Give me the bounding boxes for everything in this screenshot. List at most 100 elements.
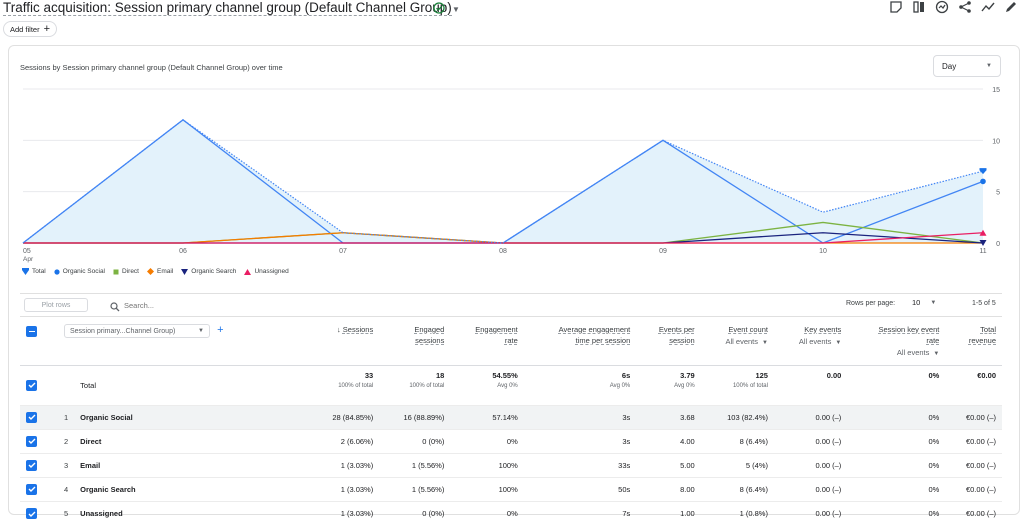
legend-item[interactable]: Unassigned	[244, 268, 289, 275]
table-row[interactable]: 1 Organic Social 28 (84.85%) 16 (88.89%) 57.…	[20, 405, 1002, 430]
chevron-down-icon: ▼	[198, 327, 204, 334]
share-icon[interactable]	[958, 0, 972, 14]
dimension-select[interactable]: Session primary...Channel Group) ▼	[64, 324, 210, 338]
row-checkbox[interactable]	[26, 411, 37, 423]
cell-avg: 50s	[523, 477, 637, 502]
granularity-select[interactable]: Day ▼	[933, 55, 1001, 77]
add-dimension-icon[interactable]: +	[217, 323, 224, 336]
cell-engrate: 57.14%	[450, 405, 524, 430]
y-tick-label: 5	[996, 190, 1000, 197]
search-icon	[110, 299, 120, 317]
table-row[interactable]: 5 Unassigned 1 (3.03%) 0 (0%) 0% 7s 1.00 1 (0.8…	[20, 501, 1002, 526]
row-checkbox[interactable]	[26, 508, 37, 519]
chevron-down-icon[interactable]: ▼	[452, 5, 460, 14]
total-area	[23, 119, 983, 243]
legend-item[interactable]: Total	[22, 268, 46, 275]
compare-icon[interactable]	[912, 0, 926, 14]
row-checkbox[interactable]	[26, 483, 37, 495]
insights-icon[interactable]	[935, 0, 949, 14]
col-events-per-session[interactable]: Events per session	[658, 325, 695, 345]
cell-sessions: 28 (84.85%)	[308, 405, 380, 430]
cell-skerate: 0%	[847, 453, 946, 478]
cell-epsess: 4.00	[636, 429, 701, 454]
plot-rows-button[interactable]: Plot rows	[24, 298, 88, 312]
cell-avg: 33s	[523, 453, 637, 478]
event-filter-select[interactable]: All events ▼	[725, 337, 768, 346]
cell-keyev: 0.00 (–)	[773, 453, 848, 478]
row-channel-name: Organic Search	[74, 477, 309, 502]
col-avg-time[interactable]: Average engagement time per session	[558, 325, 631, 345]
cell-avg: 7s	[523, 501, 637, 526]
rate-filter-select[interactable]: All events ▼	[896, 348, 940, 357]
total-label: Total	[74, 365, 309, 406]
total-events-per-session: 3.79	[680, 371, 695, 380]
col-sessions[interactable]: ↓ Sessions	[336, 325, 374, 334]
total-row: Total 33 100% of total 18 100% of total 54…	[20, 365, 1002, 406]
cell-keyev: 0.00 (–)	[773, 405, 848, 430]
select-all-checkbox[interactable]	[26, 325, 37, 337]
col-total-revenue[interactable]: Total revenue	[968, 325, 996, 345]
cell-epsess: 8.00	[636, 477, 701, 502]
legend-label: Email	[157, 268, 174, 275]
cell-engaged: 1 (5.56%)	[379, 453, 451, 478]
y-tick-label: 0	[996, 241, 1000, 248]
total-engaged: 18	[436, 371, 445, 380]
row-index: 4	[58, 477, 75, 502]
legend-marker-icon	[181, 268, 189, 275]
cell-engaged: 1 (5.56%)	[379, 477, 451, 502]
row-checkbox[interactable]	[26, 435, 37, 447]
legend-item[interactable]: Organic Search	[181, 268, 236, 275]
cell-engrate: 100%	[450, 453, 524, 478]
top-bar: Traffic acquisition: Session primary cha…	[0, 0, 1024, 18]
table-row[interactable]: 3 Email 1 (3.03%) 1 (5.56%) 100% 33s 5.00 5 (4%…	[20, 453, 1002, 478]
legend-label: Direct	[122, 268, 139, 275]
cell-avg: 3s	[523, 429, 637, 454]
cell-engrate: 0%	[450, 501, 524, 526]
edit-icon[interactable]	[1004, 0, 1018, 14]
key-event-filter-select[interactable]: All events ▼	[798, 337, 842, 346]
pagination-range: 1-5 of 5	[972, 300, 996, 307]
total-session-key-event-rate: 0%	[928, 371, 940, 380]
total-checkbox[interactable]	[26, 379, 37, 391]
total-event-count: 125	[755, 371, 768, 380]
row-checkbox-cell	[20, 453, 58, 478]
legend-label: Organic Social	[62, 268, 106, 275]
cell-sessions: 1 (3.03%)	[308, 453, 380, 478]
legend-item[interactable]: Direct	[113, 268, 139, 275]
col-event-count[interactable]: Event count All events ▼	[701, 319, 774, 366]
total-avg-time: 6s	[621, 371, 631, 380]
x-tick-label: 10	[819, 248, 827, 255]
note-icon[interactable]	[889, 0, 903, 14]
col-engaged[interactable]: Engaged sessions	[414, 325, 445, 345]
y-tick-label: 10	[992, 138, 1000, 145]
chart-legend: Total Organic Social Direct Email Organic Se…	[22, 268, 289, 275]
x-subtick-label: Apr	[23, 256, 34, 263]
col-key-events[interactable]: Key events All events ▼	[774, 319, 847, 366]
report-actions	[889, 0, 1018, 14]
trend-icon[interactable]	[981, 0, 995, 14]
legend-item[interactable]: Email	[147, 268, 173, 275]
table-toolbar: Plot rows Rows per page: 10 ▼ 1-5 of 5	[20, 296, 1002, 314]
add-filter-button[interactable]: Add filter +	[3, 21, 58, 37]
total-sessions: 33	[364, 371, 374, 380]
col-engagement-rate[interactable]: Engagement rate	[475, 325, 518, 345]
cell-engaged: 0 (0%)	[379, 429, 451, 454]
x-tick-label: 05	[23, 248, 31, 255]
chevron-down-icon: ▼	[933, 351, 940, 357]
table-row[interactable]: 2 Direct 2 (6.06%) 0 (0%) 0% 3s 4.00 8 (6.4%) 0.…	[20, 429, 1002, 454]
divider	[20, 293, 1002, 294]
cell-engaged: 0 (0%)	[379, 501, 451, 526]
legend-item[interactable]: Organic Social	[54, 268, 105, 275]
cell-rev: €0.00 (–)	[945, 477, 1002, 502]
cell-sessions: 1 (3.03%)	[308, 477, 380, 502]
rows-per-page-select[interactable]: 10 ▼	[912, 298, 952, 307]
row-channel-name: Organic Social	[74, 405, 309, 430]
cell-evcount: 1 (0.8%)	[700, 501, 774, 526]
cell-engaged: 16 (88.89%)	[379, 405, 451, 430]
col-session-key-event-rate[interactable]: Session key event rate All events ▼	[847, 319, 945, 366]
table-row[interactable]: 4 Organic Search 1 (3.03%) 1 (5.56%) 100% 50s…	[20, 477, 1002, 502]
search-input[interactable]	[124, 298, 324, 312]
row-checkbox[interactable]	[26, 459, 37, 471]
legend-marker-icon	[54, 268, 60, 275]
row-checkbox-cell	[20, 501, 58, 526]
